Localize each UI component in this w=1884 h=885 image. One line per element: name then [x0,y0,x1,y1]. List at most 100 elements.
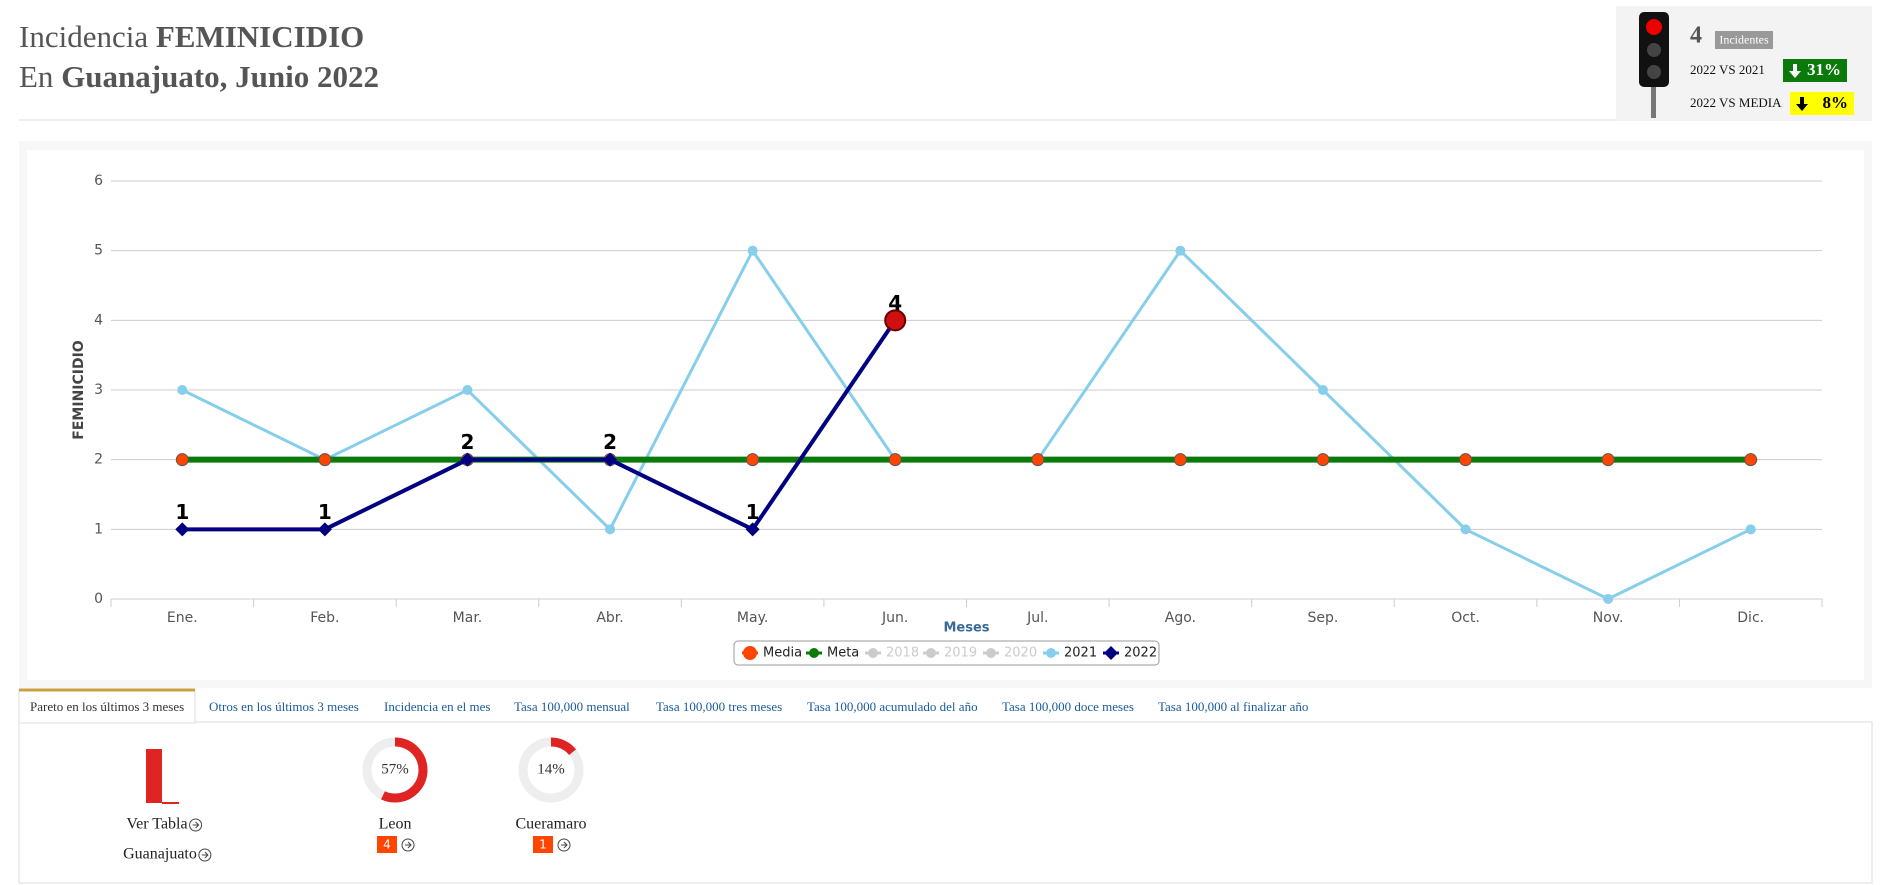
series-marker [1460,524,1471,535]
series-marker [603,452,618,467]
x-tick-label: Ene. [167,610,198,626]
y-tick-label: 1 [94,521,103,537]
pareto-link[interactable]: Guanajuato [123,846,197,863]
tab[interactable]: Incidencia en el mes [384,699,490,714]
y-tick-label: 5 [94,243,103,259]
chart: 0 1 2 3 4 5 6 Ene. Feb. Mar. Abr. May. Jun. Jul. Ago. S… [71,173,1823,666]
media-marker [1173,453,1187,467]
go-icon [198,848,212,862]
series-marker [317,522,332,537]
count-label: Incidentes [1719,32,1769,46]
go-icon-arrow [405,841,412,849]
go-icon [557,838,571,852]
comparison-label: 2022 VS MEDIA [1690,95,1782,110]
title-line2: En Guanajuato, Junio 2022 [19,59,379,94]
donut-label: 14% [537,761,565,777]
series-marker [1317,385,1328,395]
pareto-name: Cueramaro [515,816,586,833]
media-marker [1744,453,1758,467]
tab[interactable]: Pareto en los últimos 3 meses [30,699,184,714]
data-label: 2 [603,430,617,454]
data-label: 1 [746,500,760,524]
x-tick-label: Jun. [881,610,908,626]
series-marker [747,245,758,256]
title-plain: En [19,59,54,94]
legend-box [733,640,1160,666]
legend-symbol [926,648,936,658]
count-badge [533,836,553,853]
donut-label: 57% [381,761,409,777]
tab[interactable]: Tasa 100,000 tres meses [656,699,782,714]
go-icon-arrow [561,841,568,849]
legend-label[interactable]: 2020 [1004,646,1037,661]
badge [1715,31,1773,49]
data-label: 1 [318,500,332,524]
x-tick-label: Nov. [1593,610,1624,626]
x-tick-label: Oct. [1451,610,1480,626]
series-marker [1175,245,1186,256]
legend-label[interactable]: Meta [827,646,859,661]
legend-label[interactable]: 2022 [1124,646,1157,661]
data-label: 1 [175,500,189,524]
light-red [1646,19,1662,35]
light-off [1647,43,1661,57]
series-line [182,319,897,532]
comparison-label: 2022 VS 2021 [1690,62,1765,77]
legend-symbol [809,648,819,658]
tab-active [18,689,196,724]
count-value: 4 [383,838,391,852]
x-tick-label: Mar. [453,610,483,626]
title-bold: FEMINICIDIO [156,19,364,54]
title-bold: Guanajuato, Junio 2022 [61,59,379,94]
tab[interactable]: Tasa 100,000 mensual [514,699,630,714]
media-marker [746,453,760,467]
pole [1651,85,1656,118]
go-icon-arrow [201,851,209,859]
down-arrow [1789,64,1801,78]
media-marker [1316,453,1330,467]
tabs: Pareto en los últimos 3 meses Otros en lo… [18,688,1308,724]
legend-symbol [986,648,996,658]
title-plain: Incidencia [19,19,148,54]
data-label: 2 [460,430,474,454]
legend-symbol [743,646,757,660]
legend-label[interactable]: 2021 [1064,646,1097,661]
series-marker [745,522,760,537]
incident-count: 4 [1690,23,1702,49]
legend-symbol [1046,648,1056,658]
pareto-link[interactable]: Ver Tabla [126,816,187,833]
legend-label[interactable]: 2019 [944,646,977,661]
donut-arc [518,737,584,803]
y-axis-label: FEMINICIDIO [71,340,87,440]
media-marker [175,453,189,467]
series-marker [1603,594,1614,604]
legend-symbol [868,648,878,658]
y-tick-label: 4 [94,312,103,328]
x-tick-label: Dic. [1737,610,1764,626]
legend-label[interactable]: Media [763,646,802,661]
media-marker [1601,453,1615,467]
tab[interactable]: Tasa 100,000 acumulado del año [807,699,978,714]
legend-label[interactable]: 2018 [886,646,919,661]
donut-arc [362,737,428,803]
light-off [1647,65,1661,79]
comparison-value: 31% [1807,60,1841,79]
pareto-name: Leon [379,816,412,833]
go-icon [401,838,415,852]
x-tick-label: Sep. [1308,610,1339,626]
title-line1: Incidencia FEMINICIDIO [19,19,364,54]
series-marker [462,385,473,395]
tab[interactable]: Otros en los últimos 3 meses [209,699,359,714]
highlight-marker [884,309,907,332]
pareto: Ver Tabla Guanajuato 57% Leon 4 14% Cueramaro 1 [123,737,587,863]
series-marker [460,452,475,467]
tab[interactable]: Tasa 100,000 al finalizar año [1158,699,1308,714]
count-badge [377,836,397,853]
x-tick-label: Abr. [596,610,623,626]
x-tick-label: Jul. [1026,610,1048,626]
mini-bar [146,749,162,803]
series-marker [175,522,190,537]
tab-panel [18,721,1873,884]
tab[interactable]: Tasa 100,000 doce meses [1002,699,1134,714]
